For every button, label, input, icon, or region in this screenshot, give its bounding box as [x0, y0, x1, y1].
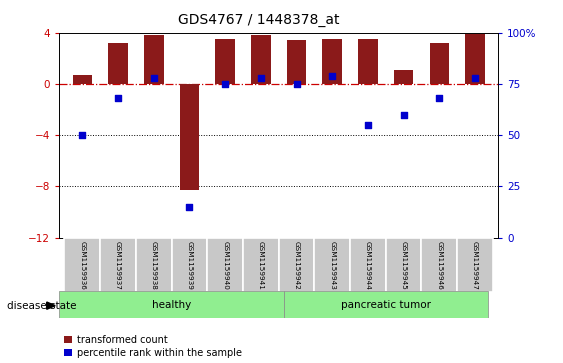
Text: GSM1159943: GSM1159943	[329, 241, 335, 289]
Text: GSM1159947: GSM1159947	[472, 241, 478, 289]
Bar	[215, 39, 235, 84]
Point	[328, 73, 337, 79]
Text: GSM1159941: GSM1159941	[258, 241, 264, 289]
Point	[435, 95, 444, 101]
Text: healthy: healthy	[152, 299, 191, 310]
Point	[78, 132, 87, 138]
Bar	[323, 39, 342, 84]
Point	[149, 75, 158, 81]
Text: GDS4767 / 1448378_at: GDS4767 / 1448378_at	[178, 13, 339, 27]
Bar	[180, 84, 199, 190]
FancyBboxPatch shape	[243, 238, 279, 292]
FancyBboxPatch shape	[207, 238, 243, 292]
Point	[292, 81, 301, 87]
Text: GSM1159946: GSM1159946	[436, 241, 443, 289]
Bar	[465, 34, 485, 84]
Text: GSM1159940: GSM1159940	[222, 241, 228, 289]
FancyBboxPatch shape	[279, 238, 314, 292]
Text: GSM1159936: GSM1159936	[79, 241, 86, 289]
Legend: transformed count, percentile rank within the sample: transformed count, percentile rank withi…	[64, 335, 242, 358]
Bar	[108, 43, 128, 84]
Text: disease state: disease state	[7, 301, 76, 311]
FancyBboxPatch shape	[100, 238, 136, 292]
FancyBboxPatch shape	[314, 238, 350, 292]
Text: GSM1159937: GSM1159937	[115, 241, 121, 289]
Text: GSM1159942: GSM1159942	[293, 241, 300, 289]
Text: GSM1159944: GSM1159944	[365, 241, 371, 289]
Bar	[430, 43, 449, 84]
Bar	[358, 39, 378, 84]
Bar	[287, 40, 306, 84]
FancyBboxPatch shape	[172, 238, 207, 292]
Bar	[73, 75, 92, 84]
Point	[221, 81, 230, 87]
Point	[185, 204, 194, 210]
Text: pancreatic tumor: pancreatic tumor	[341, 299, 431, 310]
FancyBboxPatch shape	[284, 291, 488, 318]
Point	[399, 112, 408, 118]
Point	[114, 95, 123, 101]
Text: GSM1159945: GSM1159945	[401, 241, 406, 289]
Polygon shape	[47, 302, 55, 309]
FancyBboxPatch shape	[350, 238, 386, 292]
Text: GSM1159938: GSM1159938	[151, 241, 157, 289]
FancyBboxPatch shape	[136, 238, 172, 292]
Point	[471, 75, 480, 81]
FancyBboxPatch shape	[59, 291, 284, 318]
Text: GSM1159939: GSM1159939	[186, 241, 193, 289]
FancyBboxPatch shape	[457, 238, 493, 292]
FancyBboxPatch shape	[422, 238, 457, 292]
Bar	[144, 34, 163, 84]
FancyBboxPatch shape	[65, 238, 100, 292]
Bar	[394, 70, 413, 84]
Point	[256, 75, 265, 81]
Point	[364, 122, 373, 128]
FancyBboxPatch shape	[386, 238, 422, 292]
Bar	[251, 34, 271, 84]
